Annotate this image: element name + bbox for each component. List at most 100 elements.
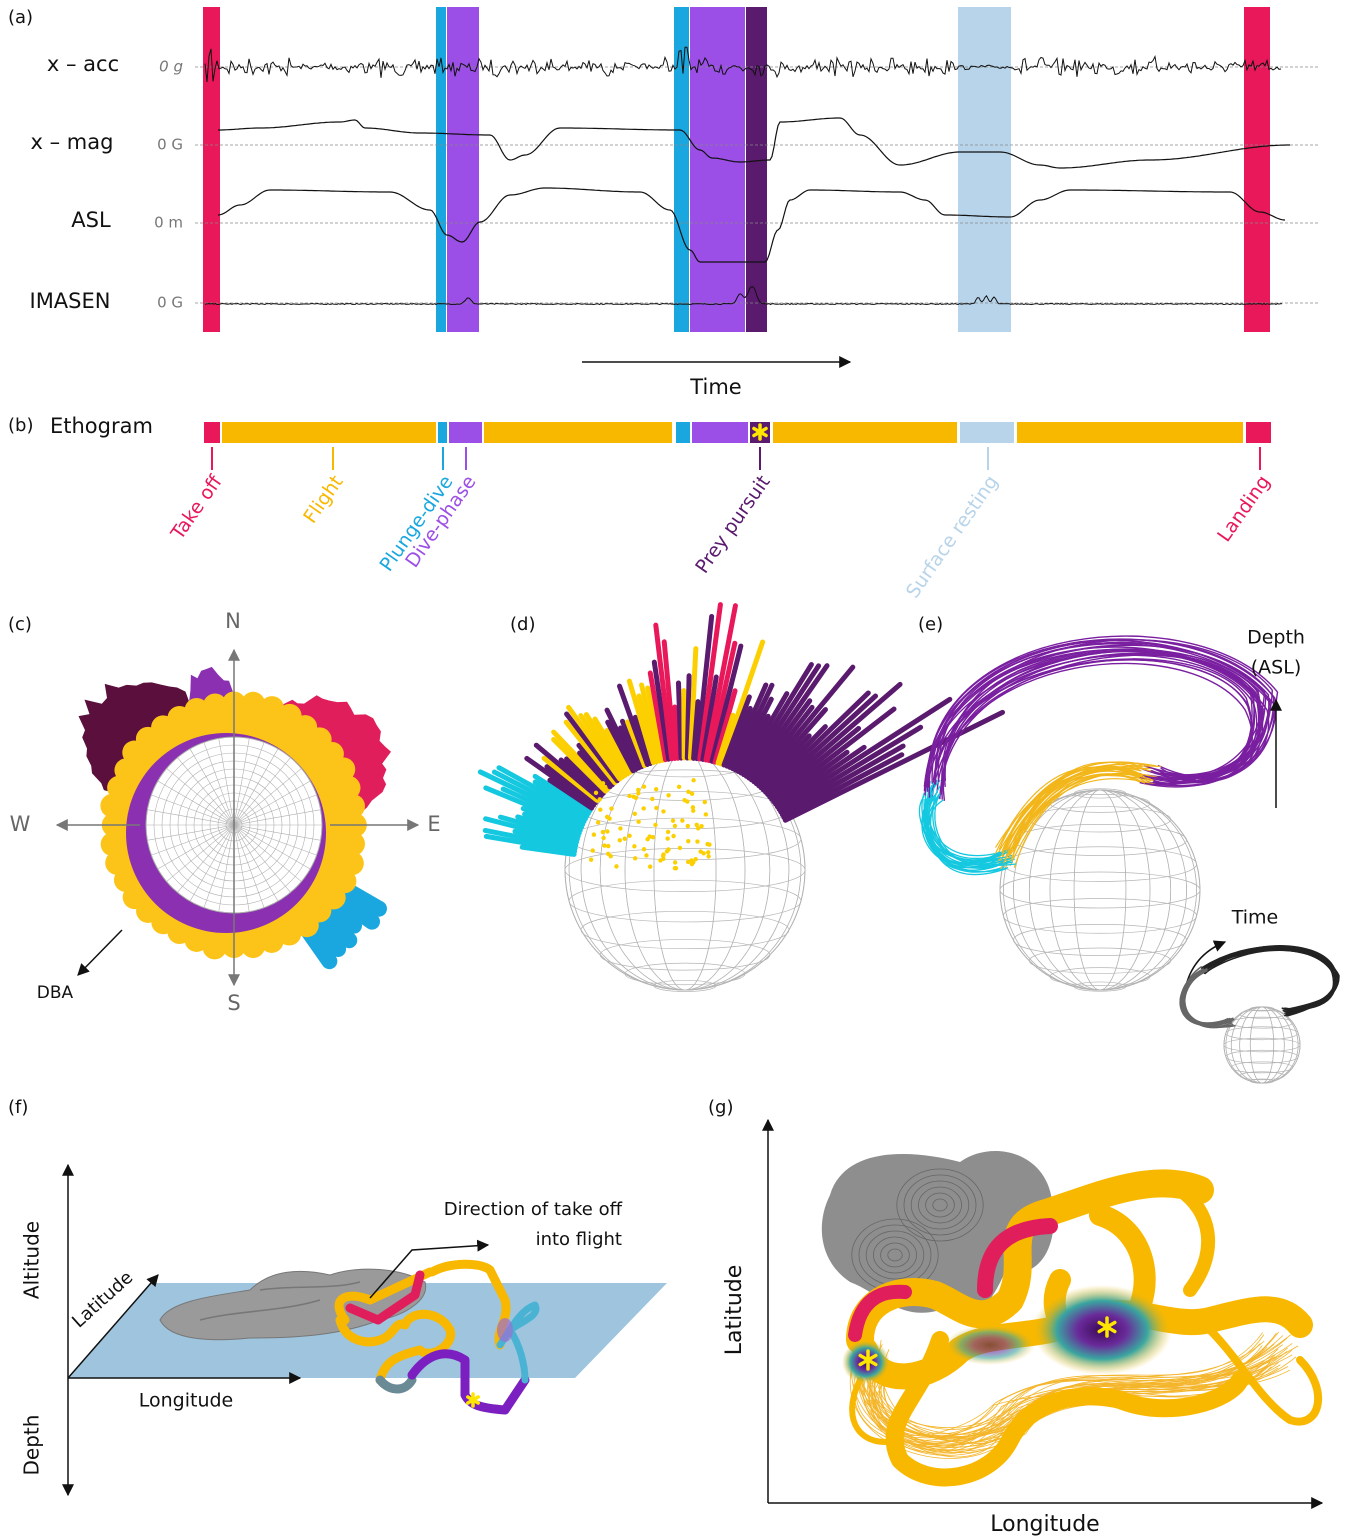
yellow-dot (605, 851, 611, 856)
yellow-dot (632, 856, 638, 861)
dive-spike (735, 713, 771, 774)
yellow-scallop (340, 831, 365, 856)
hotspot (945, 1325, 1035, 1365)
loop-cyan (929, 794, 1001, 865)
dive-spike (746, 663, 830, 781)
loop-purple (928, 639, 1277, 798)
ethogram-segment (222, 422, 436, 443)
yellow-dot (617, 838, 622, 843)
dive-spike (564, 756, 606, 796)
yellow-dot (694, 822, 699, 828)
yellow-dot (701, 851, 706, 856)
dive-spike (753, 664, 856, 787)
dive-spike (781, 752, 905, 820)
yellow-dot (647, 864, 653, 869)
dive-spike (694, 613, 715, 762)
dive-spike (522, 811, 582, 836)
behaviour-label: Surface resting (902, 471, 1003, 602)
yellow-dot (676, 784, 682, 790)
dive-spike (551, 729, 611, 792)
dive-spike (724, 705, 753, 769)
axis-label: Altitude (20, 1221, 44, 1299)
yellow-dot (632, 811, 637, 817)
dive-spike (576, 742, 615, 788)
yellow-dot (685, 859, 691, 865)
ethogram-segment (438, 422, 447, 443)
dive-spike (500, 786, 586, 827)
yellow-dot (618, 826, 623, 831)
dive-spike (645, 685, 665, 763)
dive-spike (604, 728, 633, 775)
yellow-dot (677, 845, 683, 851)
behaviour-band (674, 7, 689, 332)
compass-label: W (10, 812, 31, 836)
yellow-scallop (100, 832, 125, 857)
loop-cyan (932, 785, 1011, 865)
yellow-dot (661, 809, 666, 814)
yellow-scallop (203, 693, 228, 718)
yellow-dot (686, 789, 691, 795)
track-surface (375, 1375, 417, 1394)
yellow-scallop (100, 793, 125, 818)
contour (910, 1180, 970, 1230)
yellow-dot (644, 853, 649, 858)
dive-spike (605, 719, 636, 774)
track-takeoff (977, 1218, 1058, 1298)
yellow-dot (601, 835, 606, 841)
row-label: x – acc (47, 52, 119, 76)
dive-spike (687, 646, 699, 761)
dive-spike (604, 707, 639, 772)
dive-spike (544, 764, 598, 806)
yellow-dot (609, 806, 614, 811)
yellow-scallop (184, 697, 209, 722)
rock (159, 1268, 427, 1341)
dive-spike (496, 765, 590, 819)
yellow-dot (680, 818, 685, 823)
yellow-dot (598, 807, 603, 812)
zero-label: 0 m (154, 214, 183, 232)
contour (903, 1174, 977, 1236)
contour (932, 1198, 948, 1212)
behaviour-band (203, 7, 220, 332)
yellow-scallop (241, 934, 266, 959)
loop-cyan (928, 796, 1016, 867)
yellow-dot (691, 808, 696, 813)
yellow-dot (595, 820, 601, 825)
dive-spike (625, 719, 647, 769)
inset-loop-gray (1181, 968, 1230, 1027)
dive-spike (636, 693, 659, 765)
yellow-dot (653, 787, 659, 792)
dive-spike (639, 682, 662, 764)
yellow-dot (597, 797, 602, 802)
thin-track (853, 1332, 1263, 1445)
dive-spike (541, 755, 600, 803)
yellow-dot (636, 791, 641, 796)
yellow-dot (650, 834, 656, 840)
track-takeoff (345, 1270, 425, 1325)
dive-spike (751, 704, 815, 785)
dive-spike (769, 725, 862, 802)
prey-asterisk (752, 426, 768, 438)
mag-trace (218, 117, 1290, 169)
yellow-dot (650, 796, 655, 802)
yellow-dot (627, 833, 632, 838)
yellow-scallop (339, 851, 364, 876)
behaviour-label: Landing (1213, 471, 1274, 546)
panel-label: (d) (510, 614, 535, 635)
behaviour-label: Take off (166, 471, 227, 545)
yellow-dot (686, 839, 691, 844)
yellow-dot (653, 822, 658, 828)
yellow-dot (703, 812, 709, 817)
dive-spike (776, 696, 953, 812)
dive-spike (697, 602, 723, 762)
behaviour-band (958, 7, 1011, 332)
yellow-dot (602, 843, 607, 848)
depth-label: Depth (1247, 627, 1305, 649)
dive-spike (558, 757, 604, 799)
dive-spike (778, 724, 924, 815)
ethogram-segment (204, 422, 220, 443)
annotation-arrow (369, 1239, 490, 1299)
yellow-dot (622, 836, 627, 841)
dive-spike (732, 696, 774, 773)
yellow-dot (702, 799, 707, 805)
